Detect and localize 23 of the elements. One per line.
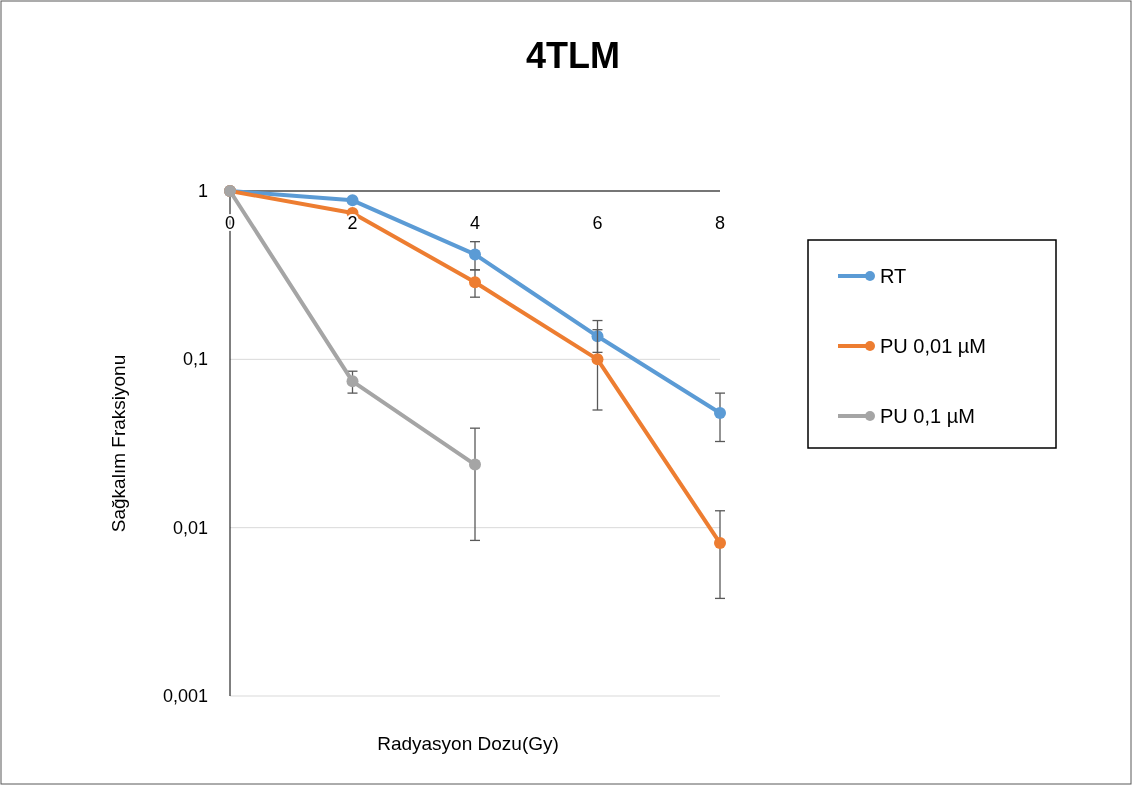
point — [469, 248, 481, 261]
point — [346, 194, 359, 207]
y-axis-title: Sağkalım Fraksiyonu — [108, 354, 129, 533]
x-tick-label: 8 — [714, 213, 726, 233]
legend-label: PU 0,1 µM — [880, 405, 975, 427]
point — [346, 375, 359, 388]
point — [469, 458, 481, 471]
chart-title: 4TLM — [526, 35, 620, 76]
point — [591, 353, 604, 366]
y-tick-label: 1 — [197, 181, 208, 201]
x-tick-label: 2 — [347, 213, 358, 233]
x-tick-label: 0 — [224, 213, 236, 233]
point — [714, 537, 726, 550]
y-tick-label: 0,001 — [162, 686, 208, 706]
point — [469, 276, 481, 289]
point — [714, 406, 726, 419]
x-axis-title: Radyasyon Dozu(Gy) — [377, 733, 559, 754]
x-tick-label: 4 — [469, 213, 481, 233]
y-tick-label: 0,1 — [182, 349, 208, 370]
legend-label: PU 0,01 µM — [880, 335, 987, 357]
y-tick-label: 0,01 — [172, 517, 208, 538]
x-tick-label: 6 — [592, 213, 603, 233]
legend-label: RT — [880, 265, 907, 287]
